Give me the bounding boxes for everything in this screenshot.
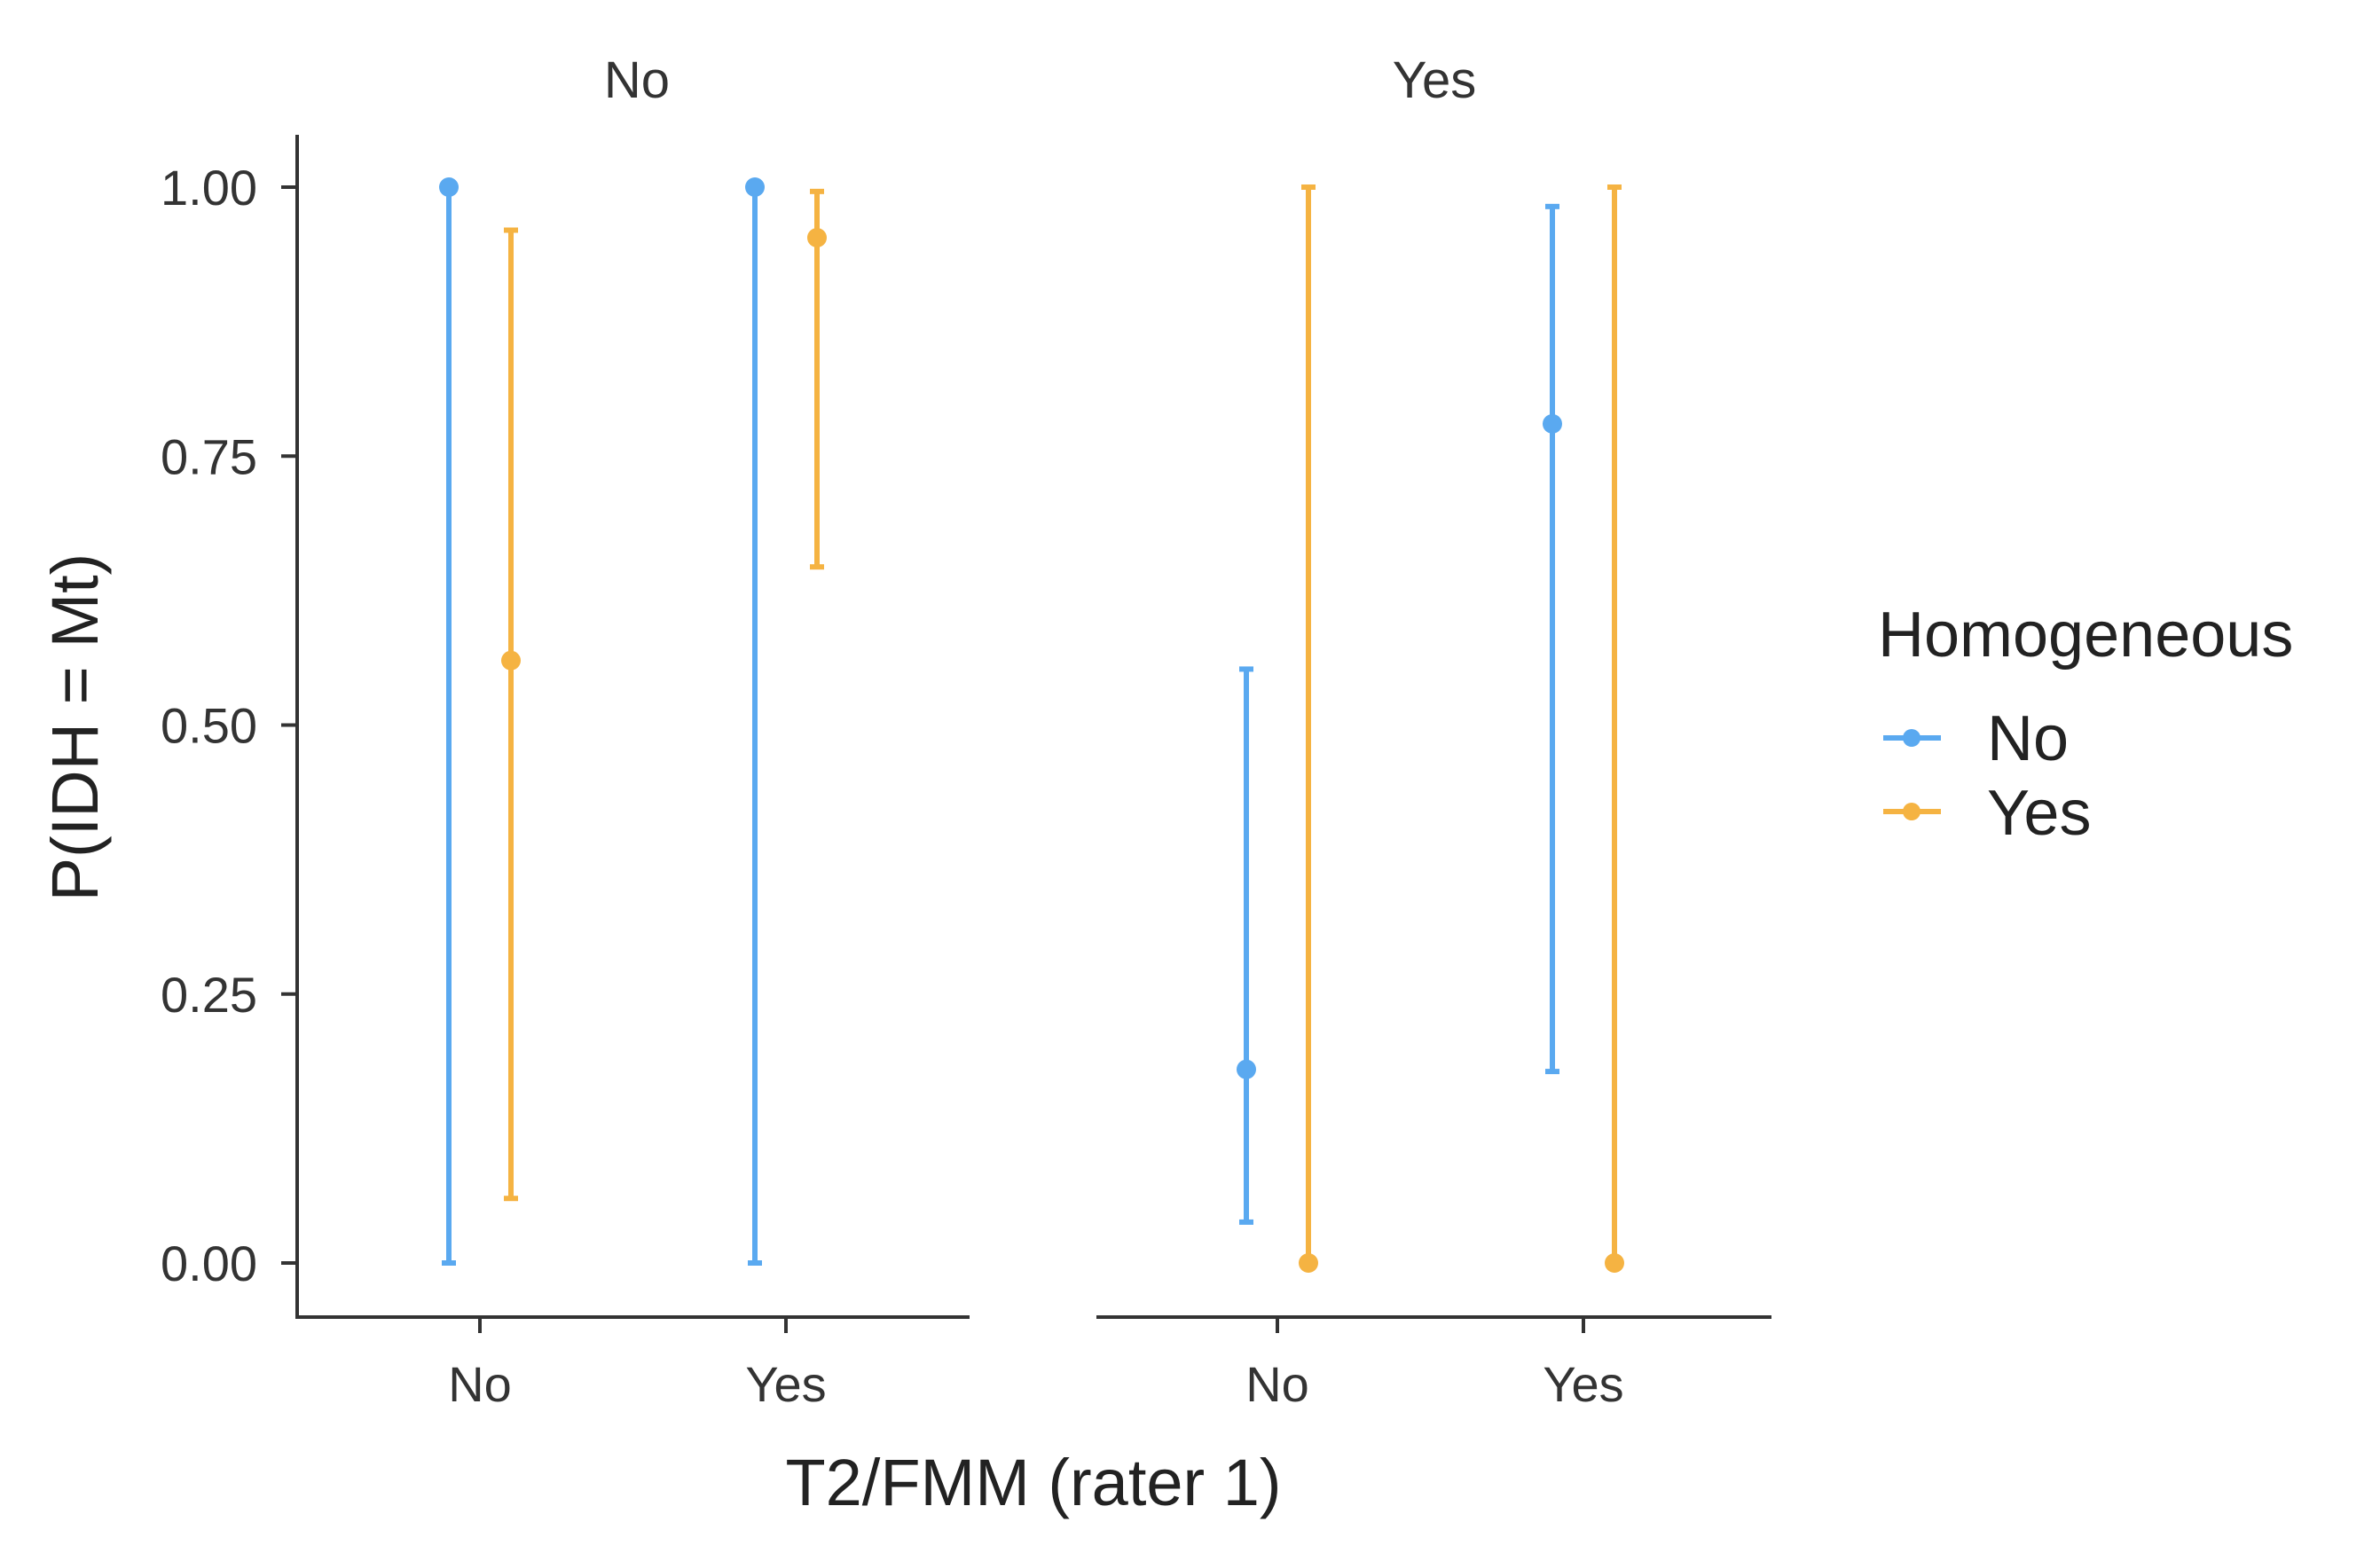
x-tick-label: No [448, 1356, 512, 1412]
x-axis-ticks: No Yes No Yes [448, 1317, 1624, 1412]
x-axis-title: T2/FMM (rater 1) [785, 1446, 1281, 1519]
estimate-point [501, 650, 521, 671]
legend-key-point [1903, 803, 1920, 820]
y-tick-label: 0.50 [161, 698, 257, 754]
error-bar-marks [439, 177, 1624, 1273]
y-axis-ticks: 0.00 0.25 0.50 0.75 1.00 [161, 160, 297, 1291]
legend-item-yes: Yes [1883, 778, 2091, 849]
y-tick-label: 1.00 [161, 160, 257, 216]
estimate-point [1605, 1253, 1624, 1273]
estimate-point [745, 177, 765, 197]
estimate-point [1543, 413, 1562, 434]
legend: Homogeneous No Yes [1878, 600, 2293, 849]
estimate-point [439, 177, 459, 197]
y-tick-label: 0.25 [161, 967, 257, 1023]
legend-item-no: No [1883, 703, 2069, 774]
y-tick-label: 0.00 [161, 1235, 257, 1291]
estimate-point [807, 228, 827, 248]
panel-strip-label: No [604, 51, 670, 109]
y-axis-title: P(IDH = Mt) [38, 553, 112, 902]
x-tick-label: No [1245, 1356, 1309, 1412]
legend-label: No [1987, 703, 2069, 774]
estimate-point [1299, 1253, 1318, 1273]
panel-strip-label: Yes [1393, 51, 1477, 109]
legend-key-point [1903, 729, 1920, 747]
x-tick-label: Yes [1543, 1356, 1623, 1412]
legend-title: Homogeneous [1878, 600, 2293, 671]
x-tick-label: Yes [745, 1356, 826, 1412]
estimate-point [1237, 1059, 1256, 1079]
y-tick-label: 0.75 [161, 428, 257, 484]
legend-label: Yes [1987, 778, 2091, 849]
